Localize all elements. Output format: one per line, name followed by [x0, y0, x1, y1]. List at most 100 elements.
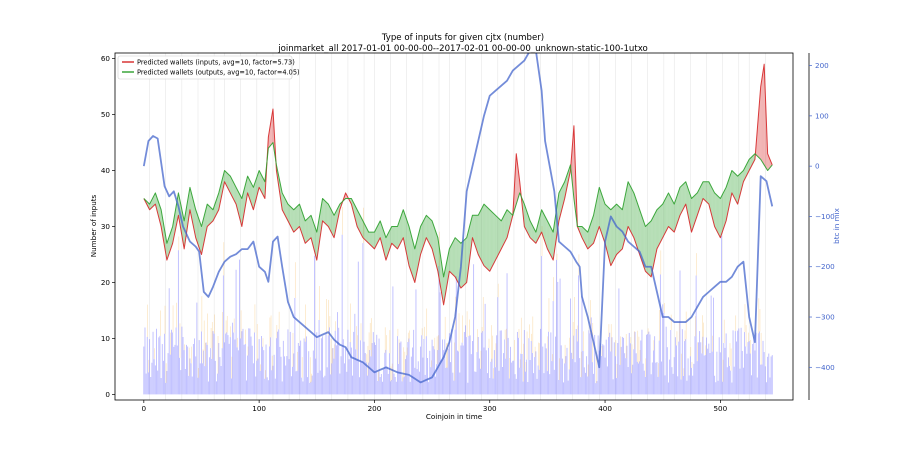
difference-fill-segment	[763, 64, 765, 165]
difference-fill-segment	[598, 187, 600, 230]
difference-fill-segment	[247, 176, 249, 197]
difference-fill-segment	[300, 207, 302, 234]
x-tick-label: 100	[252, 404, 266, 413]
difference-fill-segment	[694, 194, 697, 223]
difference-fill-segment	[658, 207, 660, 247]
difference-fill-segment	[478, 213, 480, 257]
difference-fill-segment	[397, 223, 399, 249]
y2-tick-label: −400	[815, 363, 835, 372]
x-tick-label: 500	[713, 404, 727, 413]
difference-fill-segment	[284, 197, 286, 217]
legend-label-inputs: Predicted wallets (inputs, avg=10, facto…	[137, 59, 295, 67]
difference-fill-segment	[739, 172, 742, 196]
difference-fill-segment	[690, 195, 692, 233]
difference-fill-segment	[601, 194, 603, 237]
difference-fill-segment	[381, 224, 383, 247]
difference-fill-segment	[443, 271, 445, 305]
difference-fill-segment	[493, 213, 495, 265]
y-axis-label: Number of inputs	[89, 194, 98, 257]
difference-fill-segment	[614, 205, 616, 259]
difference-fill-segment	[603, 200, 606, 244]
difference-fill-segment	[330, 208, 332, 234]
difference-fill-segment	[241, 194, 243, 227]
difference-fill-segment	[199, 219, 201, 252]
difference-fill-segment	[685, 181, 687, 210]
difference-fill-segment	[750, 157, 752, 169]
difference-fill-segment	[602, 197, 604, 240]
difference-fill-segment	[285, 199, 287, 219]
difference-fill-segment	[670, 197, 672, 230]
difference-fill-segment	[475, 215, 478, 252]
difference-fill-segment	[480, 208, 482, 262]
difference-fill-segment	[757, 115, 759, 158]
difference-fill-segment	[656, 208, 659, 249]
difference-fill-segment	[362, 220, 365, 239]
difference-fill-segment	[236, 187, 238, 209]
difference-fill-segment	[547, 220, 549, 252]
difference-fill-segment	[260, 172, 262, 192]
difference-fill-segment	[297, 205, 299, 229]
difference-fill-segment	[630, 186, 632, 234]
difference-fill-segment	[216, 196, 218, 215]
difference-fill-segment	[201, 222, 203, 255]
difference-fill-segment	[309, 215, 312, 239]
difference-fill-segment	[311, 215, 313, 243]
difference-fill-segment	[234, 185, 237, 205]
difference-fill-segment	[629, 183, 631, 231]
difference-fill-segment	[256, 173, 258, 197]
difference-fill-segment	[696, 192, 698, 219]
difference-fill-segment	[548, 223, 550, 254]
difference-fill-segment	[714, 192, 716, 229]
difference-fill-segment	[298, 204, 300, 228]
difference-fill-segment	[427, 216, 429, 243]
difference-fill-segment	[689, 191, 691, 227]
difference-fill-segment	[481, 206, 483, 264]
difference-fill-segment	[533, 227, 535, 243]
difference-fill-segment	[546, 218, 548, 249]
difference-fill-segment	[296, 206, 298, 230]
difference-fill-segment	[495, 215, 497, 261]
difference-fill-segment	[432, 220, 434, 254]
difference-fill-segment	[418, 230, 420, 266]
difference-fill-segment	[483, 204, 486, 267]
difference-fill-segment	[313, 222, 315, 252]
y-tick-label: 50	[101, 110, 111, 119]
difference-fill-segment	[744, 166, 746, 180]
difference-fill-segment	[729, 173, 731, 205]
difference-fill-segment	[299, 204, 301, 230]
y2-axis-label: btc in mix	[832, 207, 841, 243]
difference-fill-segment	[628, 181, 630, 229]
difference-fill-segment	[444, 265, 446, 299]
difference-fill-segment	[254, 180, 256, 206]
difference-fill-segment	[701, 181, 704, 202]
difference-fill-segment	[402, 209, 404, 240]
difference-fill-segment	[599, 187, 601, 230]
difference-fill-segment	[731, 170, 734, 196]
chart-title: Type of inputs for given cjtx (number)	[381, 33, 544, 43]
difference-fill-segment	[652, 216, 654, 272]
difference-fill-segment	[636, 199, 638, 248]
difference-fill-segment	[394, 226, 396, 247]
x-tick-label: 300	[483, 404, 497, 413]
difference-fill-segment	[655, 209, 657, 255]
x-axis-ticks: 0 100 200 300 400 500	[142, 400, 728, 413]
difference-fill-segment	[404, 213, 406, 249]
difference-fill-segment	[154, 192, 156, 206]
difference-fill-segment	[406, 219, 408, 261]
difference-fill-segment	[331, 210, 333, 236]
difference-fill-segment	[488, 208, 490, 272]
difference-fill-segment	[674, 200, 676, 233]
difference-fill-segment	[479, 210, 481, 259]
difference-fill-segment	[327, 202, 329, 227]
difference-fill-segment	[497, 217, 499, 256]
difference-fill-segment	[208, 205, 210, 226]
difference-fill-segment	[357, 209, 359, 229]
difference-fill-segment	[625, 187, 627, 236]
difference-fill-segment	[364, 223, 366, 240]
difference-fill-segment	[640, 213, 642, 262]
difference-fill-segment	[496, 216, 498, 258]
btc-in-mix-line	[142, 53, 774, 384]
difference-fill-segment	[400, 213, 403, 243]
difference-fill-segment	[738, 173, 740, 200]
difference-fill-segment	[326, 201, 328, 226]
